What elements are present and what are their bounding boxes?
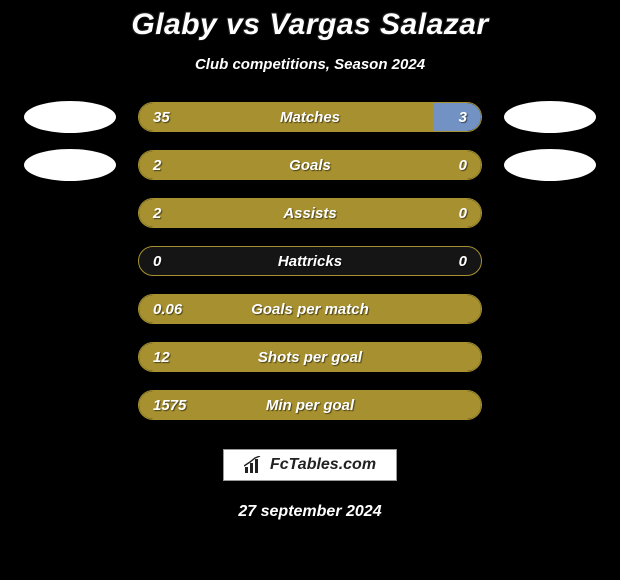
bar-text: 0.06Goals per match	[139, 301, 481, 318]
stat-row: 0Hattricks0	[0, 245, 620, 277]
stat-label: Shots per goal	[193, 349, 427, 366]
stat-row: 0.06Goals per match	[0, 293, 620, 325]
player-left-badge	[24, 149, 116, 181]
stat-bar: 2Goals0	[138, 150, 482, 180]
stat-value-left: 1575	[153, 397, 193, 414]
player-right-badge	[504, 101, 596, 133]
player-right-badge	[504, 149, 596, 181]
stat-row: 12Shots per goal	[0, 341, 620, 373]
stat-value-right: 0	[427, 157, 467, 174]
player-left-badge	[24, 101, 116, 133]
stat-value-left: 2	[153, 157, 193, 174]
stat-label: Hattricks	[193, 253, 427, 270]
stat-bar: 35Matches3	[138, 102, 482, 132]
stat-value-right: 0	[427, 205, 467, 222]
stat-row: 2Goals0	[0, 149, 620, 181]
stat-value-left: 2	[153, 205, 193, 222]
stat-value-right: 0	[427, 253, 467, 270]
stat-bar: 12Shots per goal	[138, 342, 482, 372]
stat-bar: 0.06Goals per match	[138, 294, 482, 324]
bar-text: 2Assists0	[139, 205, 481, 222]
stat-rows: 35Matches32Goals02Assists00Hattricks00.0…	[0, 101, 620, 421]
stat-row: 35Matches3	[0, 101, 620, 133]
stat-row: 2Assists0	[0, 197, 620, 229]
bar-text: 1575Min per goal	[139, 397, 481, 414]
stat-value-left: 0.06	[153, 301, 193, 318]
stat-value-left: 12	[153, 349, 193, 366]
stat-row: 1575Min per goal	[0, 389, 620, 421]
logo-text: FcTables.com	[270, 456, 376, 474]
stat-value-left: 35	[153, 109, 193, 126]
stat-label: Assists	[193, 205, 427, 222]
stat-bar: 1575Min per goal	[138, 390, 482, 420]
bar-text: 2Goals0	[139, 157, 481, 174]
stat-label: Matches	[193, 109, 427, 126]
bar-chart-icon	[244, 456, 264, 474]
stat-bar: 2Assists0	[138, 198, 482, 228]
page-subtitle: Club competitions, Season 2024	[195, 56, 425, 73]
stat-label: Goals	[193, 157, 427, 174]
stat-label: Min per goal	[193, 397, 427, 414]
comparison-infographic: Glaby vs Vargas Salazar Club competition…	[0, 0, 620, 580]
page-title: Glaby vs Vargas Salazar	[131, 8, 488, 42]
date-label: 27 september 2024	[238, 503, 381, 521]
bar-text: 0Hattricks0	[139, 253, 481, 270]
stat-bar: 0Hattricks0	[138, 246, 482, 276]
stat-value-left: 0	[153, 253, 193, 270]
stat-value-right: 3	[427, 109, 467, 126]
bar-text: 12Shots per goal	[139, 349, 481, 366]
bar-text: 35Matches3	[139, 109, 481, 126]
source-logo: FcTables.com	[223, 449, 397, 481]
stat-label: Goals per match	[193, 301, 427, 318]
